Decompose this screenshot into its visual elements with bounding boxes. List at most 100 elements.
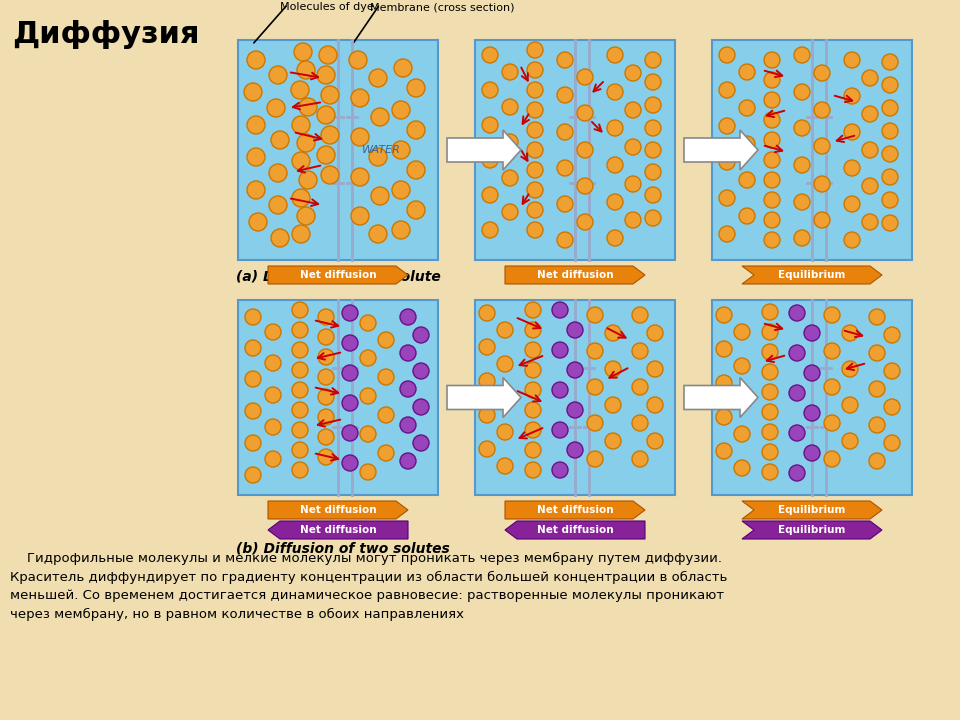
Circle shape	[407, 161, 425, 179]
Polygon shape	[268, 266, 408, 284]
Circle shape	[369, 148, 387, 166]
Circle shape	[762, 404, 778, 420]
Circle shape	[814, 65, 830, 81]
Circle shape	[587, 451, 603, 467]
Circle shape	[824, 343, 840, 359]
Circle shape	[342, 365, 358, 381]
Circle shape	[645, 164, 661, 180]
Polygon shape	[505, 501, 645, 519]
Circle shape	[607, 157, 623, 173]
Circle shape	[824, 307, 840, 323]
Polygon shape	[684, 377, 758, 418]
Circle shape	[247, 181, 265, 199]
Circle shape	[647, 361, 663, 377]
Circle shape	[844, 52, 860, 68]
Circle shape	[794, 194, 810, 210]
Circle shape	[392, 181, 410, 199]
Circle shape	[794, 120, 810, 136]
Circle shape	[716, 409, 732, 425]
Circle shape	[292, 189, 310, 207]
Circle shape	[479, 339, 495, 355]
Circle shape	[371, 108, 389, 126]
Polygon shape	[268, 521, 408, 539]
Circle shape	[482, 117, 498, 133]
Circle shape	[400, 453, 416, 469]
Circle shape	[625, 176, 641, 192]
Circle shape	[292, 422, 308, 438]
Circle shape	[739, 208, 755, 224]
Circle shape	[318, 329, 334, 345]
Circle shape	[789, 385, 805, 401]
Circle shape	[318, 309, 334, 325]
Circle shape	[625, 212, 641, 228]
Circle shape	[525, 302, 541, 318]
Circle shape	[587, 307, 603, 323]
Circle shape	[527, 182, 543, 198]
Circle shape	[884, 363, 900, 379]
Circle shape	[525, 462, 541, 478]
Circle shape	[869, 417, 885, 433]
Circle shape	[378, 407, 394, 423]
Circle shape	[292, 382, 308, 398]
Circle shape	[407, 201, 425, 219]
Circle shape	[502, 134, 518, 150]
Circle shape	[739, 64, 755, 80]
Circle shape	[245, 467, 261, 483]
Circle shape	[527, 222, 543, 238]
Circle shape	[882, 169, 898, 185]
Circle shape	[413, 435, 429, 451]
Polygon shape	[684, 130, 758, 170]
Circle shape	[527, 82, 543, 98]
Circle shape	[869, 453, 885, 469]
Circle shape	[479, 373, 495, 389]
Circle shape	[645, 52, 661, 68]
Circle shape	[292, 462, 308, 478]
Circle shape	[479, 305, 495, 321]
Circle shape	[525, 422, 541, 438]
Circle shape	[525, 402, 541, 418]
Text: (b) Diffusion of two solutes: (b) Diffusion of two solutes	[236, 542, 449, 556]
Circle shape	[804, 445, 820, 461]
Circle shape	[794, 47, 810, 63]
Polygon shape	[447, 130, 521, 170]
Circle shape	[413, 327, 429, 343]
Circle shape	[351, 89, 369, 107]
Circle shape	[318, 369, 334, 385]
Circle shape	[552, 302, 568, 318]
Text: Гидрофильные молекулы и мелкие молекулы могут проникать через мембрану путем диф: Гидрофильные молекулы и мелкие молекулы …	[10, 552, 728, 621]
Circle shape	[360, 426, 376, 442]
Circle shape	[814, 176, 830, 192]
Circle shape	[527, 62, 543, 78]
Circle shape	[632, 379, 648, 395]
Circle shape	[269, 164, 287, 182]
Circle shape	[869, 345, 885, 361]
Circle shape	[271, 229, 289, 247]
Circle shape	[862, 106, 878, 122]
Bar	[712, 300, 912, 495]
Circle shape	[525, 322, 541, 338]
Text: Equilibrium: Equilibrium	[779, 270, 846, 280]
Circle shape	[842, 361, 858, 377]
Circle shape	[245, 403, 261, 419]
Circle shape	[318, 389, 334, 405]
Circle shape	[342, 425, 358, 441]
Circle shape	[525, 382, 541, 398]
Circle shape	[734, 460, 750, 476]
Circle shape	[479, 407, 495, 423]
Circle shape	[292, 362, 308, 378]
Circle shape	[360, 388, 376, 404]
Circle shape	[645, 210, 661, 226]
Circle shape	[413, 363, 429, 379]
Circle shape	[297, 134, 315, 152]
Circle shape	[321, 166, 339, 184]
Circle shape	[360, 350, 376, 366]
Circle shape	[647, 433, 663, 449]
Circle shape	[734, 358, 750, 374]
Circle shape	[557, 87, 573, 103]
Circle shape	[351, 128, 369, 146]
Circle shape	[297, 61, 315, 79]
Circle shape	[607, 84, 623, 100]
Circle shape	[342, 335, 358, 351]
Circle shape	[632, 451, 648, 467]
Circle shape	[577, 142, 593, 158]
